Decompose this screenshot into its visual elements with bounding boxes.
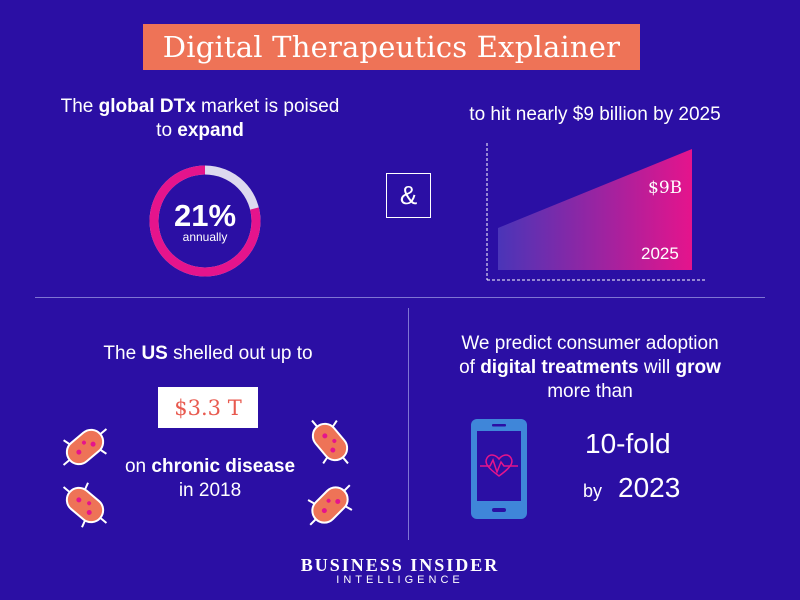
us-text-part: shelled out up to: [167, 343, 313, 364]
adoption-line: We predict consumer adoption: [461, 333, 719, 354]
growth-ring: 21% annually: [149, 165, 261, 277]
growth-value-label: $9B: [648, 178, 682, 198]
adoption-bold: grow: [675, 357, 721, 378]
brand-sub: INTELLIGENCE: [336, 574, 464, 586]
ampersand: &: [399, 180, 418, 210]
bacteria-icon: [311, 419, 349, 465]
bacteria-icon: [62, 482, 108, 528]
growth-chart: $9B 2025: [486, 143, 705, 281]
horizontal-divider: [35, 297, 765, 298]
spending-amount: $3.3 T: [174, 395, 242, 420]
ring-label: annually: [183, 230, 228, 244]
growth-area: [498, 149, 692, 270]
adoption-line: more than: [547, 381, 633, 402]
adoption-part: of: [459, 357, 481, 378]
adoption-text: We predict consumer adoption of digital …: [425, 332, 755, 404]
market-text-part: market is poised: [195, 96, 340, 117]
chronic-text: on chronic disease in 2018: [110, 455, 310, 503]
adoption-part: will: [638, 357, 676, 378]
fold-value: 10-fold: [585, 428, 671, 459]
ampersand-box: &: [386, 173, 431, 218]
market-text-bold: expand: [177, 120, 244, 141]
brand-name: BUSINESS INSIDER: [300, 555, 500, 575]
phone-heartbeat-icon: [471, 419, 527, 519]
spending-box: $3.3 T: [158, 387, 258, 428]
adoption-year: 2023: [618, 472, 681, 503]
ring-progress: [149, 165, 261, 277]
market-text: The global DTx market is poised to expan…: [35, 95, 365, 143]
chronic-text-bold: chronic disease: [151, 456, 296, 477]
page-title: Digital Therapeutics Explainer: [162, 30, 621, 64]
chronic-year: in 2018: [178, 480, 242, 501]
us-text: The US shelled out up to: [58, 342, 358, 366]
chronic-text-part: on: [124, 456, 152, 477]
ring-value: 21%: [174, 198, 236, 233]
adoption-bold: digital treatments: [480, 357, 639, 378]
bacteria-icon: [62, 428, 108, 466]
growth-text: to hit nearly $9 billion by 2025: [469, 104, 721, 125]
vertical-divider: [408, 308, 409, 540]
us-text-bold: US: [141, 343, 168, 364]
market-text-bold: global DTx: [98, 96, 196, 117]
by-label: by: [583, 481, 603, 501]
growth-year-label: 2025: [641, 244, 679, 263]
title-banner: Digital Therapeutics Explainer: [143, 24, 640, 70]
us-text-part: The: [103, 343, 142, 364]
market-text-part: to: [156, 120, 178, 141]
bacteria-icon: [307, 484, 353, 526]
market-text-part: The: [60, 96, 99, 117]
